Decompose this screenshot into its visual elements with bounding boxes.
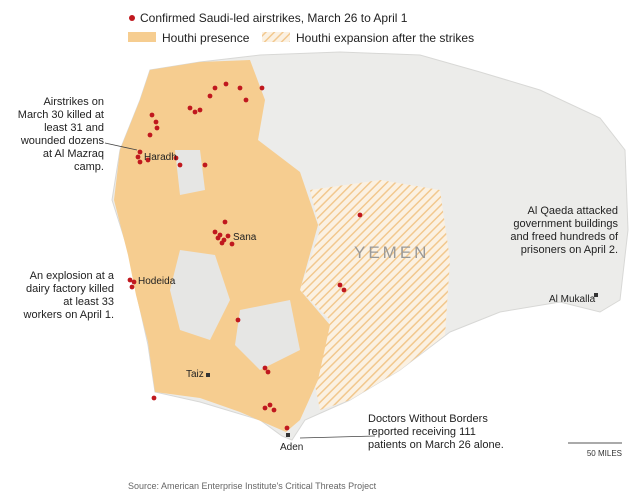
airstrike-dot [135,154,141,160]
airstrike-dot [151,395,157,401]
city-label: Haradh [144,152,177,163]
airstrike-dot [271,407,277,413]
airstrike-dot [357,212,363,218]
annotation: An explosion at a dairy factory killed a… [23,270,114,321]
airstrike-dot [147,132,153,138]
airstrike-dot [192,109,198,115]
airstrike-dot [149,112,155,118]
terrain [170,150,300,370]
airstrike-dot [265,369,271,375]
airstrike-dot [129,284,135,290]
airstrike-dot [341,287,347,293]
airstrike-dot [212,229,218,235]
scale-label: 50 MILES [587,449,622,458]
airstrike-dot [154,125,160,131]
annotation: Airstrikes on March 30 killed at least 3… [17,96,104,173]
airstrike-dot [127,277,133,283]
airstrike-dot [267,402,273,408]
airstrike-dot [215,235,221,241]
legend-swatch [262,32,290,42]
airstrikes [127,81,363,431]
airstrike-dot [137,159,143,165]
legend-label: Confirmed Saudi-led airstrikes, March 26… [140,11,408,25]
city-label: Sana [233,232,257,243]
airstrike-dot [229,241,235,247]
airstrike-dot [202,162,208,168]
leader-line [104,142,138,151]
airstrike-dot [197,107,203,113]
annotation: Doctors Without Borders reported receivi… [368,413,504,451]
city-label: Al Mukalla [549,294,596,305]
airstrike-dot [173,155,179,161]
airstrike-dot [131,279,137,285]
leader-line [299,435,376,439]
airstrike-dot [153,119,159,125]
city-marker [594,293,598,297]
airstrike-dot [259,85,265,91]
legend-dot [129,15,135,21]
airstrike-dot [222,219,228,225]
country-label: YEMEN [354,243,429,262]
airstrike-dot [145,157,151,163]
airstrike-dot [225,233,231,239]
airstrike-dot [284,425,290,431]
airstrike-dot [337,282,343,288]
airstrike-dot [219,240,225,246]
city-label: Aden [280,442,303,453]
airstrike-dot [235,317,241,323]
airstrike-dot [187,105,193,111]
airstrike-dot [223,81,229,87]
city-label: Taiz [186,369,204,380]
airstrike-dot [262,405,268,411]
source: Source: American Enterprise Institute's … [128,481,377,491]
expansion-area [300,180,450,410]
airstrike-dot [243,97,249,103]
airstrike-dot [262,365,268,371]
airstrike-dot [212,85,218,91]
airstrike-dot [237,85,243,91]
annotation: Al Qaeda attacked government buildings a… [510,205,618,256]
city-marker [286,433,290,437]
airstrike-dot [137,149,143,155]
airstrike-dot [207,93,213,99]
legend-label: Houthi presence [162,31,250,45]
airstrike-dot [177,162,183,168]
city-marker [206,373,210,377]
legend-swatch [128,32,156,42]
city-label: Hodeida [138,276,176,287]
legend-label: Houthi expansion after the strikes [296,31,474,45]
